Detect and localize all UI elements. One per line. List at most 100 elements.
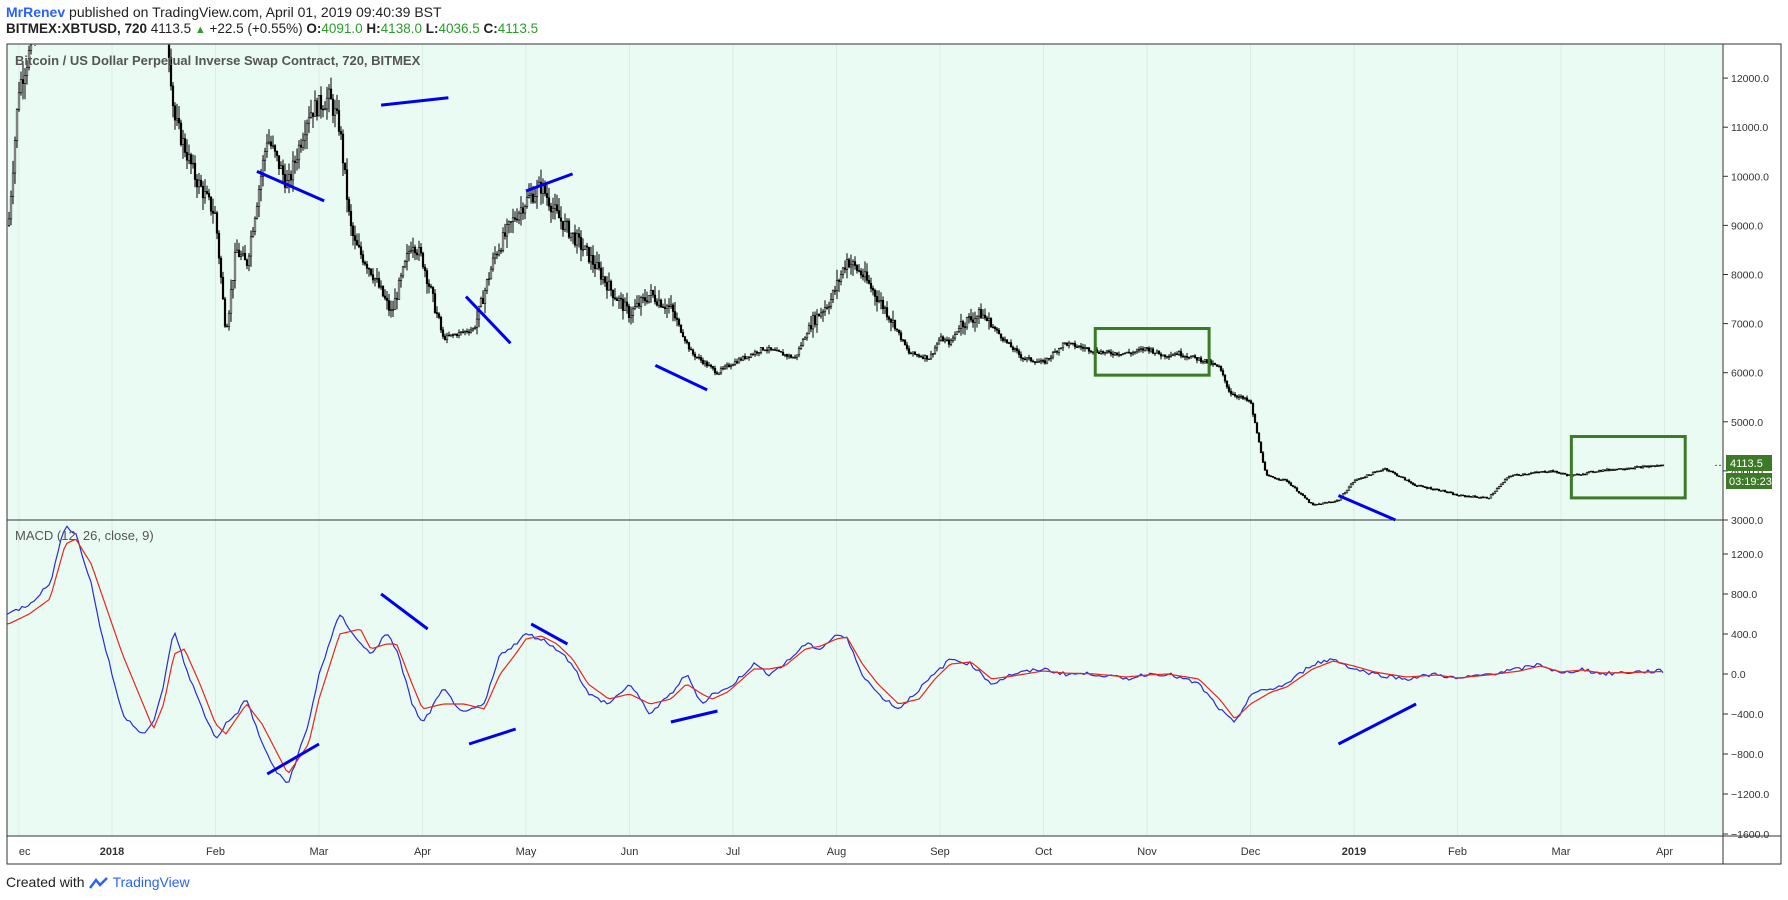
candle-body bbox=[569, 232, 573, 238]
candle-body bbox=[1217, 365, 1221, 368]
candle-body bbox=[363, 262, 367, 265]
candle-body bbox=[281, 165, 285, 175]
candle-body bbox=[1597, 470, 1601, 472]
candle-body bbox=[935, 343, 939, 349]
candle-body bbox=[241, 252, 245, 256]
candle-body bbox=[799, 345, 803, 349]
candle-body bbox=[1267, 474, 1271, 477]
candle-body bbox=[907, 348, 911, 354]
candle-body bbox=[1123, 352, 1127, 355]
candle-body bbox=[1045, 358, 1049, 364]
candle-body bbox=[1659, 465, 1663, 467]
candle-body bbox=[1421, 485, 1425, 488]
x-tick-label: ec bbox=[19, 846, 31, 858]
candle-body bbox=[869, 282, 873, 289]
trendline bbox=[670, 709, 718, 724]
candle-body bbox=[345, 169, 349, 200]
candle-body bbox=[221, 276, 225, 300]
candle-body bbox=[1543, 470, 1547, 473]
candle-body bbox=[795, 354, 799, 358]
candle-body bbox=[933, 347, 937, 354]
high-label: H: bbox=[366, 21, 381, 36]
candle-body bbox=[411, 246, 415, 251]
candle-body bbox=[625, 301, 629, 307]
candle-body bbox=[831, 290, 835, 300]
candle-body bbox=[951, 337, 955, 341]
candle-body bbox=[675, 317, 679, 320]
candle-body bbox=[767, 347, 771, 351]
created-with-label: Created with bbox=[6, 874, 85, 890]
candle-body bbox=[495, 253, 499, 256]
candle-body bbox=[1029, 357, 1033, 362]
candle-body bbox=[1439, 490, 1443, 492]
tradingview-link[interactable]: TradingView bbox=[112, 874, 190, 890]
candle-body bbox=[815, 313, 819, 325]
price-annotations bbox=[256, 96, 1687, 522]
candle-body bbox=[1603, 469, 1607, 471]
y-tick-label: −800.0 bbox=[1731, 749, 1764, 761]
candle-body bbox=[167, 44, 171, 58]
candle-body bbox=[645, 300, 649, 303]
author-link[interactable]: MrRenev bbox=[6, 4, 66, 20]
candle-body bbox=[773, 349, 777, 351]
candle-body bbox=[299, 144, 303, 148]
candle-body bbox=[1137, 349, 1141, 351]
y-tick-label: 9000.0 bbox=[1731, 220, 1763, 232]
candle-body bbox=[473, 327, 477, 329]
price-pane-title: Bitcoin / US Dollar Perpetual Inverse Sw… bbox=[15, 53, 421, 68]
candle-body bbox=[289, 174, 293, 181]
candle-body bbox=[523, 206, 527, 214]
candle-body bbox=[1279, 479, 1283, 481]
candle-body bbox=[1497, 486, 1501, 489]
candle-body bbox=[617, 297, 621, 301]
candle-body bbox=[1243, 397, 1247, 399]
candle-body bbox=[897, 329, 901, 334]
candle-body bbox=[1083, 347, 1087, 349]
candle-body bbox=[317, 94, 321, 117]
candle-body bbox=[999, 333, 1003, 339]
candle-body bbox=[853, 261, 857, 266]
candle-body bbox=[1159, 353, 1163, 357]
candle-body bbox=[273, 145, 277, 152]
symbol-label[interactable]: BITMEX:XBTUSD, 720 bbox=[6, 21, 148, 36]
macd-y-ticks: 1200.0 800.0 400.0 0.0 −400.0 −800.0 −1200.0 −1… bbox=[1723, 549, 1769, 841]
candle-body bbox=[1643, 465, 1647, 468]
candle-body bbox=[1179, 351, 1183, 357]
candle-body bbox=[237, 249, 241, 257]
candle-body bbox=[1303, 495, 1307, 499]
candle-body bbox=[979, 309, 983, 319]
candle-body bbox=[1503, 479, 1507, 483]
candle-body bbox=[1101, 351, 1105, 354]
candle-body bbox=[769, 347, 773, 350]
candle-body bbox=[837, 280, 841, 282]
candle-body bbox=[911, 351, 915, 355]
candle-body bbox=[1525, 473, 1529, 476]
candle-body bbox=[277, 155, 281, 169]
candle-body bbox=[359, 246, 363, 255]
candle-body bbox=[401, 266, 405, 277]
candle-body bbox=[1231, 393, 1235, 396]
candle-body bbox=[987, 318, 991, 322]
candle-body bbox=[223, 298, 227, 327]
candle-body bbox=[1273, 477, 1277, 479]
countdown-badge-text: 03:19:23 bbox=[1729, 476, 1772, 488]
candle-body bbox=[333, 108, 337, 116]
candle-body bbox=[1157, 350, 1161, 355]
candle-body bbox=[1633, 466, 1637, 469]
candle-body bbox=[1169, 354, 1173, 357]
candle-body bbox=[637, 302, 641, 307]
candle-body bbox=[743, 356, 747, 359]
candle-body bbox=[327, 88, 331, 99]
candle-body bbox=[1009, 342, 1013, 348]
candle-body bbox=[1447, 491, 1451, 494]
candle-body bbox=[1493, 491, 1497, 494]
candle-body bbox=[1527, 473, 1531, 476]
candle-body bbox=[1535, 471, 1539, 474]
candle-body bbox=[23, 75, 27, 84]
candle-body bbox=[501, 232, 505, 251]
candle-body bbox=[955, 331, 959, 335]
candle-body bbox=[13, 140, 17, 174]
high-value: 4138.0 bbox=[380, 21, 422, 36]
candle-body bbox=[865, 271, 869, 281]
